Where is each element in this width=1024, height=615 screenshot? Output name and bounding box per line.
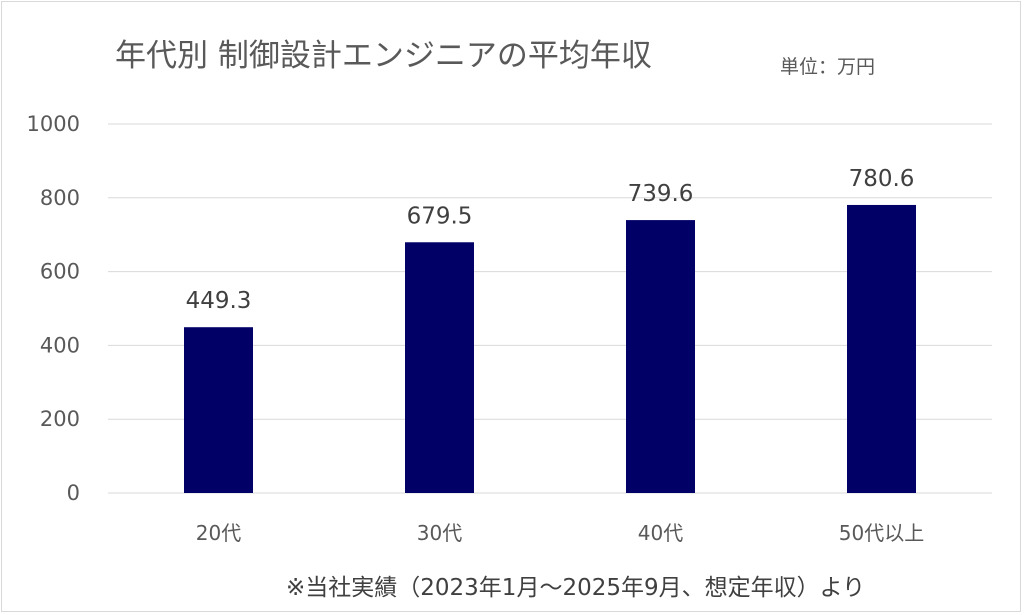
- data-label: 449.3: [186, 288, 252, 314]
- x-category-label: 30代: [417, 521, 462, 545]
- chart-title: 年代別 制御設計エンジニアの平均年収: [115, 38, 652, 74]
- data-label: 679.5: [407, 203, 473, 229]
- bar: [405, 242, 474, 493]
- bar: [847, 204, 916, 493]
- x-category-label: 20代: [196, 521, 241, 545]
- data-label: 739.6: [628, 181, 694, 207]
- y-tick-label: 800: [40, 186, 80, 210]
- y-tick-label: 600: [40, 260, 80, 284]
- x-category-label: 50代以上: [839, 521, 924, 545]
- y-tick-label: 1000: [27, 112, 80, 136]
- footnote: ※当社実績（2023年1月～2025年9月、想定年収）より: [286, 575, 866, 601]
- data-label: 780.6: [849, 166, 915, 192]
- unit-label: 単位：万円: [780, 56, 876, 78]
- y-tick-label: 400: [40, 333, 80, 357]
- y-tick-label: 0: [67, 481, 80, 505]
- bar: [184, 327, 253, 493]
- y-tick-label: 200: [40, 407, 80, 431]
- x-category-label: 40代: [638, 521, 683, 545]
- bar: [626, 220, 695, 494]
